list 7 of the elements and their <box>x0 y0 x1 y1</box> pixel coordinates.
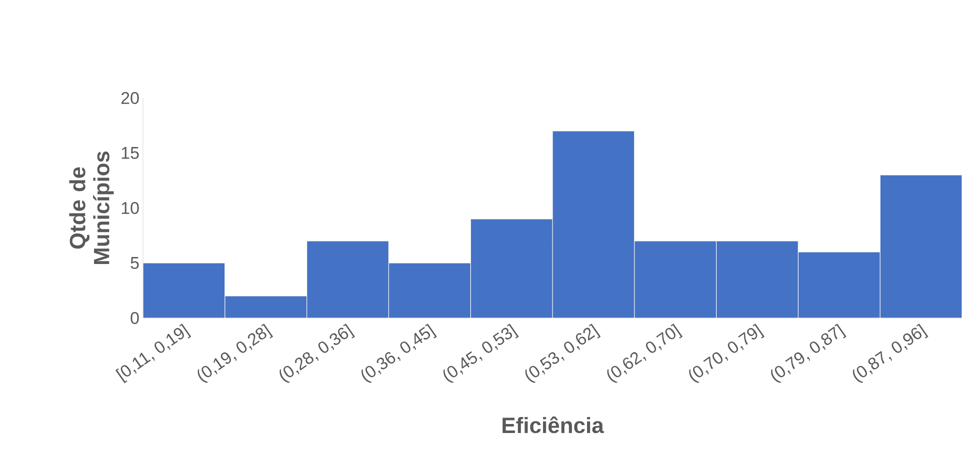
y-tick-label: 10 <box>122 202 139 214</box>
y-tick-label: 20 <box>121 92 139 104</box>
y-tick-label: 15 <box>122 147 139 159</box>
y-tick-label: 0 <box>130 312 139 324</box>
x-axis-title: Eficiência <box>502 416 604 434</box>
y-axis-title: Qtde de Municípios <box>69 151 114 264</box>
y-tick-label: 5 <box>130 257 139 269</box>
